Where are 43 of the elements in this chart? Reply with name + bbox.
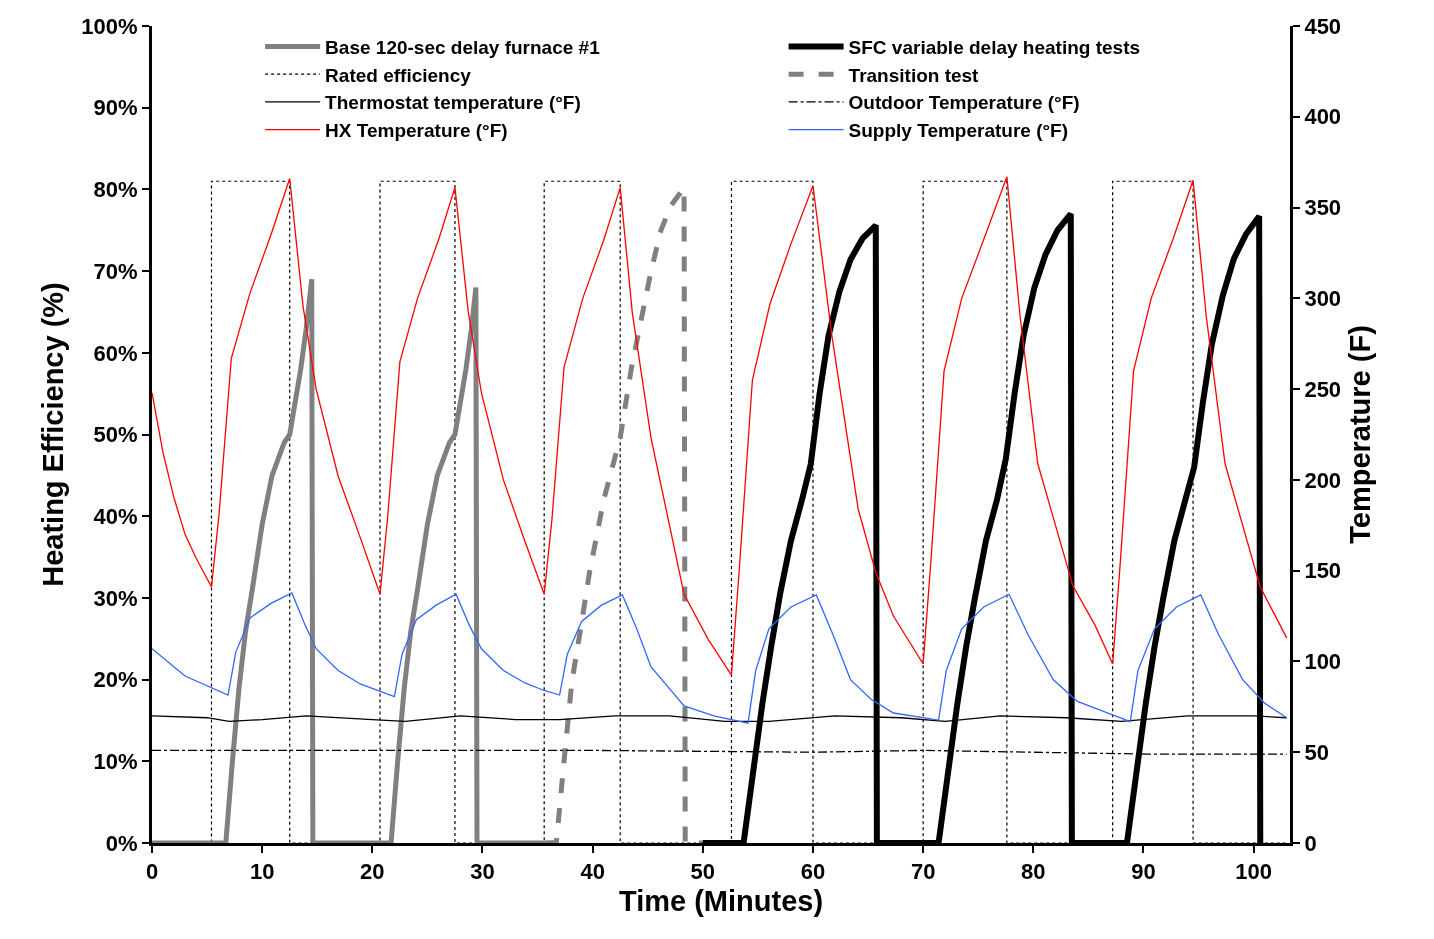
legend-label: SFC variable delay heating tests	[848, 36, 1141, 58]
y2-tick-label: 200	[1304, 467, 1342, 493]
y-tick-label: 90%	[93, 95, 138, 121]
y2-axis-title: Temperature (F)	[1343, 325, 1376, 544]
x-tick-label: 40	[580, 859, 605, 885]
y-tick-label: 0%	[105, 830, 138, 856]
y2-tick-label: 100	[1304, 649, 1342, 675]
x-tick-label: 50	[690, 859, 716, 885]
legend-label: Base 120-sec delay furnace #1	[325, 36, 601, 58]
x-tick-label: 0	[145, 859, 159, 885]
legend-label: Supply Temperature (°F)	[848, 119, 1069, 141]
legend-label: Transition test	[848, 64, 980, 86]
legend-label: Rated efficiency	[325, 64, 472, 86]
legend-label: Outdoor Temperature (°F)	[848, 92, 1080, 114]
x-tick-label: 60	[800, 859, 826, 885]
y2-tick-label: 0	[1304, 830, 1317, 856]
x-tick-label: 80	[1021, 859, 1046, 885]
y2-tick-label: 50	[1304, 739, 1329, 765]
y2-tick-label: 250	[1304, 376, 1342, 402]
y-tick-label: 100%	[81, 13, 138, 39]
y-tick-label: 30%	[93, 585, 138, 611]
y-tick-label: 10%	[93, 749, 138, 774]
y-tick-label: 20%	[93, 667, 138, 693]
legend-label: Thermostat temperature (°F)	[325, 92, 581, 114]
x-tick-label: 70	[910, 859, 936, 885]
y-tick-label: 60%	[93, 340, 138, 366]
x-tick-label: 30	[470, 859, 495, 885]
y-tick-label: 80%	[93, 177, 138, 203]
y2-tick-label: 300	[1304, 286, 1342, 312]
y-tick-label: 40%	[93, 503, 138, 529]
y2-tick-label: 450	[1304, 13, 1342, 39]
y2-tick-label: 350	[1304, 195, 1342, 221]
x-tick-label: 90	[1131, 859, 1156, 885]
y-axis-title: Heating Efficiency (%)	[36, 282, 69, 587]
y2-tick-label: 400	[1304, 104, 1342, 130]
x-tick-label: 20	[360, 859, 385, 885]
legend-label: HX Temperature (°F)	[325, 119, 508, 141]
x-tick-label: 100	[1235, 859, 1273, 885]
y-tick-label: 70%	[93, 258, 138, 284]
x-axis-title: Time (Minutes)	[618, 885, 824, 918]
y-tick-label: 50%	[93, 422, 138, 448]
y2-tick-label: 150	[1304, 558, 1342, 584]
x-tick-label: 10	[249, 859, 275, 885]
